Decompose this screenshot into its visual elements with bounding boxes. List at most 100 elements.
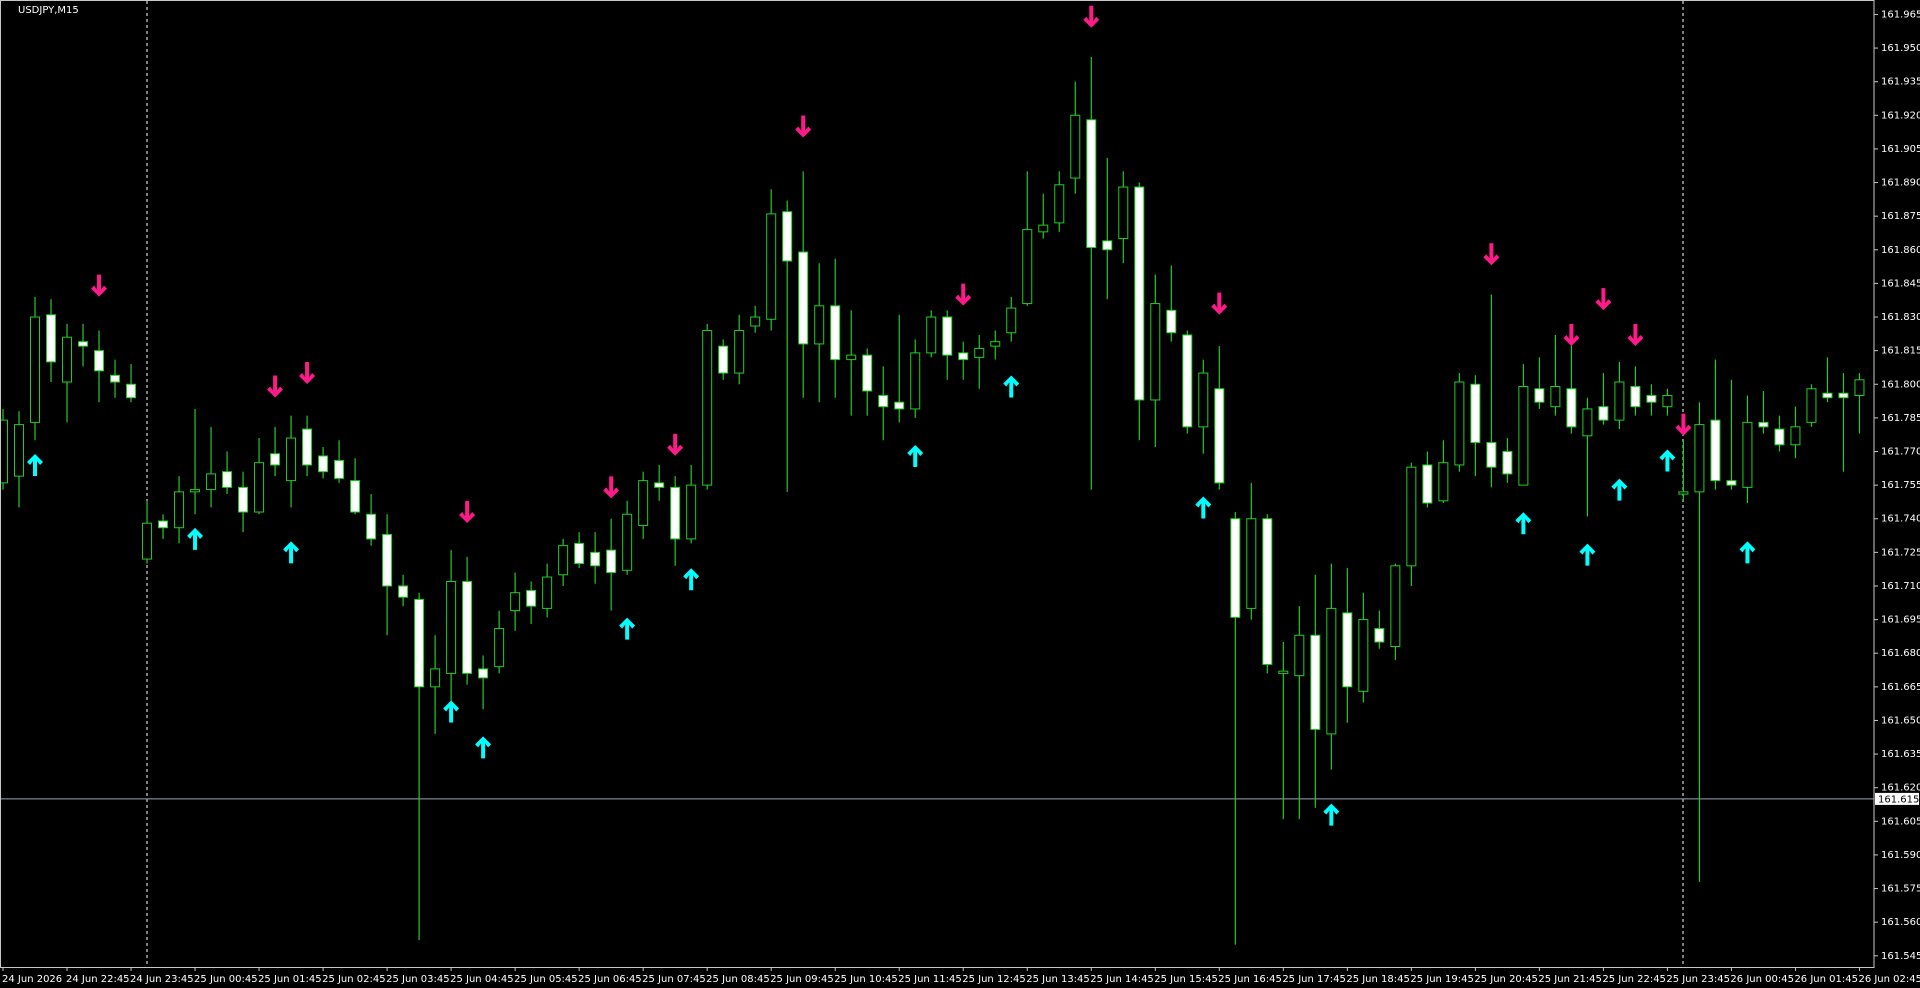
candle-body-bear [1566,388,1577,428]
buy-arrow [1515,512,1532,535]
candle-body-bear [270,453,281,466]
candle-body-bull [1118,186,1129,240]
x-tick-label: 24 Jun 2026 [2,974,62,985]
candle-body-bear [782,211,793,262]
x-tick-label: 25 Jun 11:45 [898,974,962,985]
sell-arrow [795,115,812,138]
y-tick-label: 161.890 [1881,178,1920,189]
candle-body-bear [462,580,473,674]
candle-body-bear [654,482,665,488]
x-tick-label: 25 Jun 05:45 [514,974,578,985]
candle-body-bear [158,520,169,529]
sell-arrow [1595,288,1612,311]
candle-body-bull [1294,634,1305,677]
candle-body-bull [910,352,921,410]
buy-arrow [1323,803,1340,826]
plot [0,5,1874,945]
candle-body-bear [894,401,905,410]
buy-arrow [283,541,300,564]
candle-body-bull [1070,114,1081,179]
candle-body-bull [1390,565,1401,647]
candle-body-bear [1726,480,1737,486]
candle-body-bull [1614,381,1625,421]
candle-body-bull [1806,388,1817,423]
x-tick-label: 25 Jun 19:45 [1410,974,1474,985]
current-price-label: 161.615 [1878,794,1919,805]
candle-body-bear [1342,612,1353,688]
candle-body-bear [1486,442,1497,468]
candle-body-bear [1534,388,1545,403]
y-tick-label: 161.590 [1881,850,1920,861]
candle-body-bull [1038,224,1049,233]
candle-body-bear [398,585,409,598]
y-tick-label: 161.770 [1881,447,1920,458]
y-tick-label: 161.785 [1881,413,1920,424]
candle-body-bull [1278,670,1289,674]
y-tick-label: 161.725 [1881,547,1920,558]
candle-body-bear [1502,451,1513,475]
x-tick-label: 25 Jun 06:45 [578,974,642,985]
y-tick-label: 161.830 [1881,312,1920,323]
candle-body-bear [830,305,841,361]
buy-arrow [1611,478,1628,501]
candle-body-bear [1374,628,1385,643]
y-tick-label: 161.815 [1881,346,1920,357]
x-tick-label: 25 Jun 18:45 [1346,974,1410,985]
candle-body-bear [126,383,137,399]
candle-body-bull [1854,379,1865,396]
y-tick-label: 161.800 [1881,379,1920,390]
y-tick-label: 161.920 [1881,110,1920,121]
candle-body-bull [766,213,777,320]
x-tick-label: 25 Jun 17:45 [1282,974,1346,985]
candle-body-bull [1518,386,1529,486]
x-tick-label: 25 Jun 16:45 [1218,974,1282,985]
buy-arrow [683,568,700,591]
candle-body-bear [1646,394,1657,403]
candle-body-bull [750,316,761,327]
y-tick-label: 161.710 [1881,581,1920,592]
candle-body-bull [990,341,1001,347]
y-tick-label: 161.935 [1881,77,1920,88]
candle-body-bear [414,598,425,688]
sell-arrow [267,375,284,398]
candle-body-bear [862,354,873,392]
candle-body-bull [1358,619,1369,692]
x-tick-label: 25 Jun 00:45 [194,974,258,985]
y-tick-label: 161.860 [1881,245,1920,256]
buy-arrow [1003,375,1020,398]
candle-body-bull [62,336,73,383]
candle-body-bull [1454,381,1465,466]
candle-body-bull [446,580,457,674]
candle-body-bull [430,668,441,688]
candle-body-bear [46,314,57,363]
candle-body-bull [190,489,201,493]
sell-arrow [1675,413,1692,436]
x-tick-label: 26 Jun 02:45 [1858,974,1920,985]
candle-body-bull [1438,462,1449,502]
candle-body-bull [1006,307,1017,334]
candle-body-bull [974,347,985,358]
candle-body-bear [1086,119,1097,249]
candle-body-bull [926,316,937,354]
x-tick-label: 25 Jun 10:45 [834,974,898,985]
candle-body-bull [814,305,825,345]
candle-body-bear [574,542,585,565]
candle-body-bear [526,589,537,607]
y-tick-label: 161.650 [1881,715,1920,726]
buy-arrow [475,736,492,759]
candle-body-bear [1182,334,1193,428]
y-tick-label: 161.905 [1881,144,1920,155]
x-tick-label: 25 Jun 12:45 [962,974,1026,985]
y-tick-label: 161.950 [1881,43,1920,54]
candle-body-bear [1262,518,1273,665]
x-tick-label: 26 Jun 00:45 [1730,974,1794,985]
candle-body-bull [1582,408,1593,437]
candle-body-bull [1678,491,1689,495]
y-tick-label: 161.875 [1881,211,1920,222]
candle-body-bull [1790,426,1801,446]
candle-body-bear [78,341,89,347]
candle-body-bull [494,628,505,668]
